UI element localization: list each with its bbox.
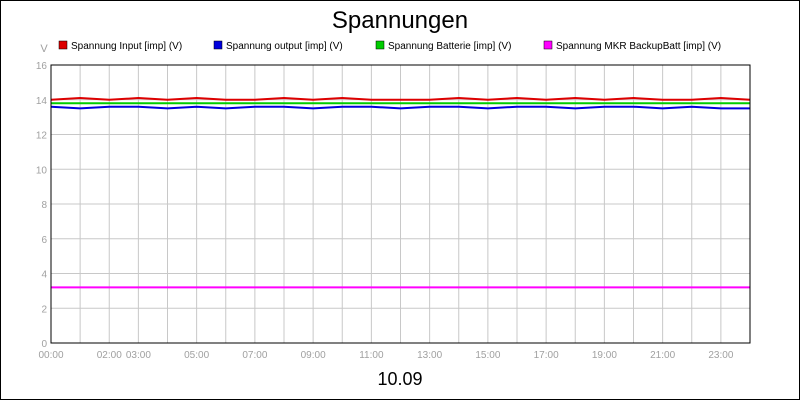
plot-area-border — [50, 64, 751, 344]
series-lines — [50, 96, 751, 289]
x-tick-label: 17:00 — [534, 350, 559, 361]
legend-entry-1: Spannung Input [imp] (V) — [58, 40, 182, 52]
y-tick-label: 2 — [41, 304, 47, 315]
x-tick-label: 07:00 — [242, 350, 267, 361]
x-tick-label: 11:00 — [359, 350, 384, 361]
legend-swatch — [543, 40, 553, 50]
x-tick-label: 13:00 — [417, 350, 442, 361]
chart-title: Spannungen — [332, 7, 468, 34]
x-tick-label: 05:00 — [184, 350, 209, 361]
legend-swatch — [58, 40, 68, 50]
x-tick-label: 15:00 — [475, 350, 500, 361]
legend-entry-4: Spannung MKR BackupBatt [imp] (V) — [543, 40, 721, 52]
y-tick-label: 4 — [41, 270, 47, 281]
x-tick-label: 02:00 — [97, 350, 122, 361]
x-tick-label: 09:00 — [301, 350, 326, 361]
y-tick-label: 14 — [36, 96, 48, 107]
legend-entry-2: Spannung output [imp] (V) — [213, 40, 343, 52]
legend-label: Spannung Batterie [imp] (V) — [388, 41, 511, 52]
grid — [51, 65, 750, 343]
x-axis-date-label: 10.09 — [377, 369, 422, 389]
y-tick-label: 16 — [36, 61, 48, 72]
y-tick-label: 6 — [41, 235, 47, 246]
x-axis-ticks: 00:00 02:00 03:00 05:00 07:00 09:00 11:00 13:00… — [38, 350, 733, 361]
x-tick-label: 19:00 — [592, 350, 617, 361]
legend-swatch — [375, 40, 385, 50]
x-tick-label: 03:00 — [126, 350, 151, 361]
y-tick-label: 12 — [36, 131, 48, 142]
legend: Spannung Input [imp] (V) Spannung output … — [58, 40, 721, 52]
y-tick-label: 8 — [41, 200, 47, 211]
legend-label: Spannung MKR BackupBatt [imp] (V) — [556, 41, 721, 52]
legend-label: Spannung Input [imp] (V) — [71, 41, 182, 52]
x-tick-label: 00:00 — [38, 350, 63, 361]
legend-entry-3: Spannung Batterie [imp] (V) — [375, 40, 511, 52]
series-line-1 — [50, 96, 751, 101]
x-tick-label: 23:00 — [708, 350, 733, 361]
y-tick-label: 10 — [36, 165, 48, 176]
y-axis-ticks: 0 2 4 6 8 10 12 14 16 — [36, 61, 48, 350]
y-tick-label: 0 — [41, 339, 47, 350]
y-axis-unit-label: V — [40, 43, 48, 55]
x-tick-label: 21:00 — [650, 350, 675, 361]
series-line-2 — [50, 105, 750, 110]
legend-swatch — [213, 40, 223, 50]
legend-label: Spannung output [imp] (V) — [226, 41, 343, 52]
